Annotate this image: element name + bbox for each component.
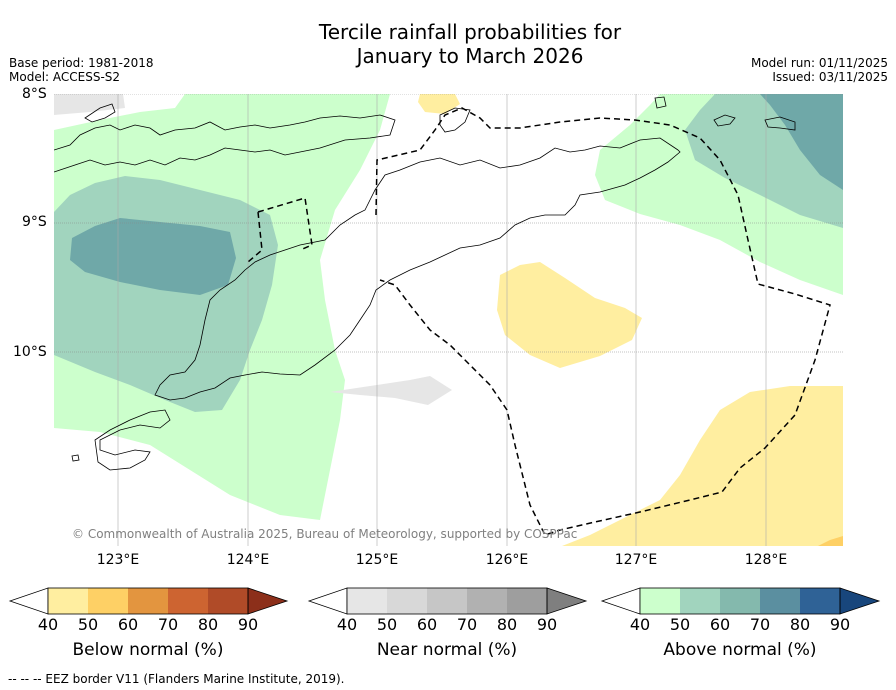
map-area xyxy=(54,94,843,546)
colorbar-above-seg-1 xyxy=(640,588,680,614)
coast-kisar xyxy=(713,114,736,127)
model-run-text: Model run: 01/11/2025 xyxy=(750,56,888,70)
lon-label-125e: 125°E xyxy=(355,552,399,568)
colorbar-below-seg-5 xyxy=(208,588,248,614)
gridlines xyxy=(54,94,843,353)
colorbar-near-normal xyxy=(307,587,588,615)
cb-near-tick: 90 xyxy=(536,615,558,634)
cb-above-tick: 80 xyxy=(789,615,811,634)
below-normal-north xyxy=(418,94,460,114)
colorbar-near-seg-5 xyxy=(507,588,547,614)
title-line-2: January to March 2026 xyxy=(356,44,584,68)
coast-small-north xyxy=(84,103,116,123)
cb-above-tick: 90 xyxy=(829,615,851,634)
colorbar-below-upper-arrow xyxy=(247,587,289,615)
meta-left: Base period: 1981-2018 Model: ACCESS-S2 xyxy=(9,56,154,84)
lon-label-128e: 128°E xyxy=(744,552,788,568)
eez-footer-note: -- -- -- EEZ border V11 (Flanders Marine… xyxy=(8,672,345,686)
cb-above-tick: 40 xyxy=(629,615,651,634)
colorbar-above-upper-arrow xyxy=(839,587,881,615)
coast-rote xyxy=(94,409,171,471)
colorbar-above-outline xyxy=(639,587,841,615)
colorbar-near-seg-4 xyxy=(467,588,507,614)
cb-below-tick: 60 xyxy=(117,615,139,634)
lat-label-9s: 9°S xyxy=(22,214,47,230)
cb-below-tick: 70 xyxy=(157,615,179,634)
lon-label-123e: 123°E xyxy=(96,552,140,568)
colorbar-below-seg-1 xyxy=(48,588,88,614)
cb-above-tick: 60 xyxy=(709,615,731,634)
colorbar-above-seg-3 xyxy=(720,588,760,614)
lat-label-10s: 10°S xyxy=(13,344,47,360)
lon-label-124e: 124°E xyxy=(226,552,270,568)
cb-below-tick: 80 xyxy=(197,615,219,634)
colorbar-below-lower-arrow xyxy=(8,587,49,615)
colorbar-near-outline xyxy=(346,587,548,615)
cb-near-tick: 40 xyxy=(336,615,358,634)
cb-below-tick: 40 xyxy=(37,615,59,634)
title-line-1: Tercile rainfall probabilities for xyxy=(318,20,622,44)
coast-leti xyxy=(764,116,796,131)
below-normal-southeast-50 xyxy=(818,536,843,546)
cb-above-tick: 70 xyxy=(749,615,771,634)
colorbar-above-seg-4 xyxy=(760,588,800,614)
cb-near-tick: 50 xyxy=(376,615,398,634)
cb-above-label: Above normal (%) xyxy=(663,640,817,660)
colorbar-below-seg-3 xyxy=(128,588,168,614)
colorbar-near-seg-1 xyxy=(347,588,387,614)
below-normal-southeast xyxy=(562,386,843,546)
below-normal-central xyxy=(497,262,642,368)
coastlines xyxy=(54,96,796,471)
colorbar-below-seg-4 xyxy=(168,588,208,614)
colorbar-above-seg-5 xyxy=(800,588,840,614)
near-normal-grey-south xyxy=(330,376,452,405)
eez-border xyxy=(247,107,831,536)
cb-below-tick: 90 xyxy=(237,615,259,634)
cb-near-label: Near normal (%) xyxy=(376,640,518,660)
colorbar-above-lower-arrow xyxy=(600,587,641,615)
cb-near-tick: 70 xyxy=(456,615,478,634)
cb-below-label: Below normal (%) xyxy=(72,640,224,660)
colorbar-below-seg-2 xyxy=(88,588,128,614)
near-normal-grey-north xyxy=(54,94,125,115)
cb-below-tick: 50 xyxy=(77,615,99,634)
cb-above-tick: 50 xyxy=(669,615,691,634)
coast-flores xyxy=(54,114,396,173)
colorbar-near-lower-arrow xyxy=(307,587,348,615)
coast-timor xyxy=(154,137,681,401)
lat-label-8s: 8°S xyxy=(22,86,47,102)
lon-label-126e: 126°E xyxy=(485,552,529,568)
lon-label-127e: 127°E xyxy=(614,552,658,568)
cb-near-tick: 80 xyxy=(496,615,518,634)
copyright-text: © Commonwealth of Australia 2025, Bureau… xyxy=(72,527,578,541)
issued-text: Issued: 03/11/2025 xyxy=(772,70,888,84)
colorbar-near-upper-arrow xyxy=(546,587,588,615)
coast-wetar xyxy=(439,107,471,133)
meridians xyxy=(117,94,767,546)
colorbar-below-outline xyxy=(47,587,249,615)
coast-islet-1 xyxy=(654,96,667,109)
base-period-text: Base period: 1981-2018 xyxy=(9,56,154,70)
map-title: Tercile rainfall probabilities for Janua… xyxy=(0,20,896,68)
colorbar-above-normal xyxy=(600,587,881,615)
meta-right: Model run: 01/11/2025 Issued: 03/11/2025 xyxy=(751,56,888,84)
colorbar-below-normal xyxy=(8,587,289,615)
colorbar-near-seg-3 xyxy=(427,588,467,614)
colorbar-near-seg-2 xyxy=(387,588,427,614)
coast-islet-2 xyxy=(71,454,80,462)
model-text: Model: ACCESS-S2 xyxy=(9,70,121,84)
above-normal-west-core xyxy=(70,218,236,295)
cb-near-tick: 60 xyxy=(416,615,438,634)
above-normal-east-core xyxy=(760,94,843,190)
colorbar-above-seg-2 xyxy=(680,588,720,614)
